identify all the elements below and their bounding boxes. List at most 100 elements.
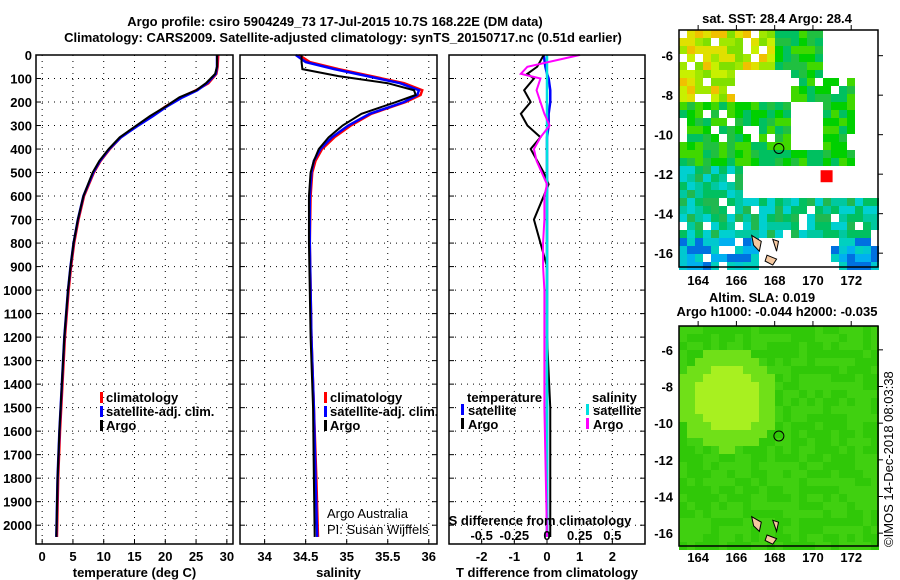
map-cell [719, 510, 727, 518]
map-cell [823, 390, 831, 398]
map-cell [735, 390, 743, 398]
map-cell [815, 462, 823, 470]
map-cell [687, 390, 695, 398]
map-cell [759, 230, 767, 238]
map-cell [679, 166, 687, 174]
map-cell [855, 438, 863, 446]
map-cell [823, 382, 831, 390]
map-cell [703, 470, 711, 478]
map-cell [871, 478, 879, 486]
map-cell [863, 342, 871, 350]
map-cell [783, 502, 791, 510]
map-cell [727, 534, 735, 542]
map-cell [751, 414, 759, 422]
map-cell [863, 510, 871, 518]
title-line-2: Climatology: CARS2009. Satellite-adjuste… [64, 30, 622, 45]
map-cell [775, 62, 783, 70]
map-cell [719, 454, 727, 462]
map-cell [743, 222, 751, 230]
map-cell [815, 470, 823, 478]
map-cell [751, 390, 759, 398]
depth-tick-label: 1700 [3, 448, 32, 463]
map-cell [839, 126, 847, 134]
map-cell [719, 86, 727, 94]
map-cell [687, 86, 695, 94]
map-cell [703, 214, 711, 222]
x-tick-label: -1 [509, 549, 521, 564]
map-cell [847, 86, 855, 94]
map-cell [791, 70, 799, 78]
map-cell [799, 358, 807, 366]
map-cell [823, 398, 831, 406]
map-cell [783, 206, 791, 214]
map-cell [695, 374, 703, 382]
map-cell [847, 438, 855, 446]
map-cell [735, 454, 743, 462]
map-cell [687, 382, 695, 390]
map-cell [847, 230, 855, 238]
map-cell [831, 502, 839, 510]
map-cell [735, 38, 743, 46]
map-cell [815, 54, 823, 62]
map-cell [751, 430, 759, 438]
map-cell [823, 502, 831, 510]
series-argo [55, 55, 218, 537]
map-cell [719, 518, 727, 526]
map-cell [743, 62, 751, 70]
credit-text: PI: Susan Wijffels [327, 522, 429, 537]
map-cell [719, 398, 727, 406]
x-tick-label: 10 [96, 549, 110, 564]
lon-tick-label: 166 [726, 550, 748, 565]
map-cell [727, 494, 735, 502]
map-cell [695, 462, 703, 470]
map-cell [815, 526, 823, 534]
map-cell [711, 526, 719, 534]
map-cell [783, 470, 791, 478]
map-cell [799, 486, 807, 494]
map-cell [735, 342, 743, 350]
map-cell [767, 102, 775, 110]
map-cell [831, 350, 839, 358]
map-cell [823, 438, 831, 446]
map-cell [759, 110, 767, 118]
map-cell [751, 454, 759, 462]
map-cell [847, 326, 855, 334]
map-cell [727, 350, 735, 358]
map-cell [775, 230, 783, 238]
island [771, 238, 780, 252]
map-cell [807, 494, 815, 502]
map-cell [727, 446, 735, 454]
x-axis-label: T difference from climatology [456, 565, 639, 580]
map-cell [743, 246, 751, 254]
map-cell [783, 422, 791, 430]
map-cell [711, 462, 719, 470]
map-cell [727, 414, 735, 422]
map-cell [767, 406, 775, 414]
map-cell [703, 486, 711, 494]
map-cell [687, 30, 695, 38]
map-cell [703, 174, 711, 182]
map-cell [871, 438, 879, 446]
map-cell [815, 46, 823, 54]
map-cell [855, 518, 863, 526]
float-location-marker [773, 143, 785, 154]
map-cell [847, 430, 855, 438]
map-cell [719, 366, 727, 374]
lon-tick-label: 168 [764, 550, 786, 565]
map-cell [783, 406, 791, 414]
map-cell [839, 342, 847, 350]
lon-tick-label: 172 [840, 273, 862, 288]
map-cell [871, 382, 879, 390]
map-cell [735, 182, 743, 190]
map-cell [711, 382, 719, 390]
depth-tick-label: 500 [10, 166, 32, 181]
map-cell [807, 478, 815, 486]
map-cell [783, 526, 791, 534]
map-cell [807, 454, 815, 462]
map-cell [679, 62, 687, 70]
map-cell [719, 414, 727, 422]
map-cell [719, 478, 727, 486]
map-cell [871, 494, 879, 502]
map-cell [719, 254, 727, 262]
map-cell [743, 446, 751, 454]
